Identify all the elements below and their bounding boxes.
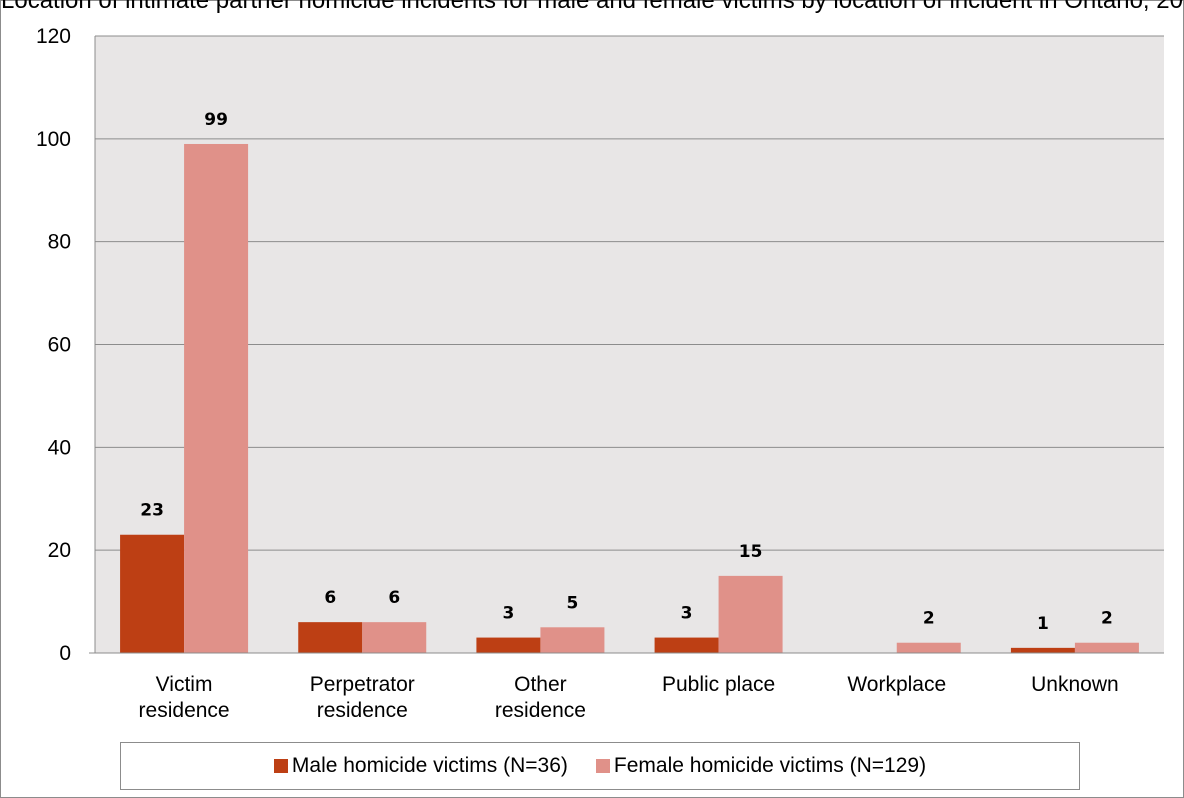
bar-male [1010, 647, 1075, 653]
bar-male [120, 534, 185, 653]
legend-swatch-female [595, 759, 610, 773]
y-axis-tick-labels: 0 20 40 60 80 100 120 [36, 25, 71, 665]
y-tick-label: 80 [48, 231, 71, 254]
data-label-male: 3 [681, 604, 693, 624]
y-tick-label: 0 [59, 642, 71, 665]
bar-female [362, 622, 427, 653]
x-tick-label: Unknown [1031, 673, 1119, 696]
bar-male [654, 637, 719, 653]
plot-area: 0 20 40 60 80 100 120 23 99 6 6 3 5 3 15 2 1 2 Victim res… [36, 25, 1164, 722]
bar-female [718, 575, 783, 653]
gridlines [95, 35, 1164, 551]
data-label-female: 6 [388, 588, 400, 608]
legend-item-female: Female homicide victims (N=129) [595, 754, 927, 778]
data-label-male: 1 [1037, 614, 1049, 634]
bars [120, 143, 1139, 653]
bar-female [540, 627, 605, 653]
bar-male [476, 637, 541, 653]
data-label-female: 2 [1101, 609, 1113, 629]
x-tick-label: Other residence [495, 673, 586, 722]
x-tick-label: Victim residence [139, 673, 230, 722]
x-tick-label: Public place [662, 673, 775, 696]
bar-female [896, 642, 961, 653]
bar-female [1074, 642, 1139, 653]
legend-label-male: Male homicide victims (N=36) [291, 754, 568, 777]
chart-title: Location of intimate partner homicide in… [1, 0, 1184, 14]
legend: Male homicide victims (N=36) Female homi… [120, 742, 1080, 790]
data-label-male: 6 [324, 588, 336, 608]
y-tick-label: 120 [36, 25, 71, 48]
x-tick-label: Workplace [847, 673, 946, 696]
x-axis-tick-labels: Victim residence Perpetrator residence Other… [139, 673, 1119, 722]
bar-female [184, 143, 249, 653]
data-label-female: 5 [566, 593, 578, 613]
legend-label-female: Female homicide victims (N=129) [613, 754, 927, 777]
y-tick-label: 40 [48, 436, 71, 459]
bar-male [298, 622, 363, 653]
y-tick-label: 100 [36, 128, 71, 151]
data-label-female: 2 [923, 609, 935, 629]
data-label-female: 15 [739, 542, 763, 562]
data-label-male: 23 [140, 501, 164, 521]
y-tick-label: 60 [48, 334, 71, 357]
data-labels: 23 99 6 6 3 5 3 15 2 1 2 [140, 110, 1113, 634]
data-label-female: 99 [204, 110, 228, 130]
x-tick-label: Perpetrator residence [310, 673, 415, 722]
legend-item-male: Male homicide victims (N=36) [273, 754, 568, 778]
legend-swatch-male [273, 759, 288, 773]
y-tick-label: 20 [48, 539, 71, 562]
data-label-male: 3 [502, 604, 514, 624]
